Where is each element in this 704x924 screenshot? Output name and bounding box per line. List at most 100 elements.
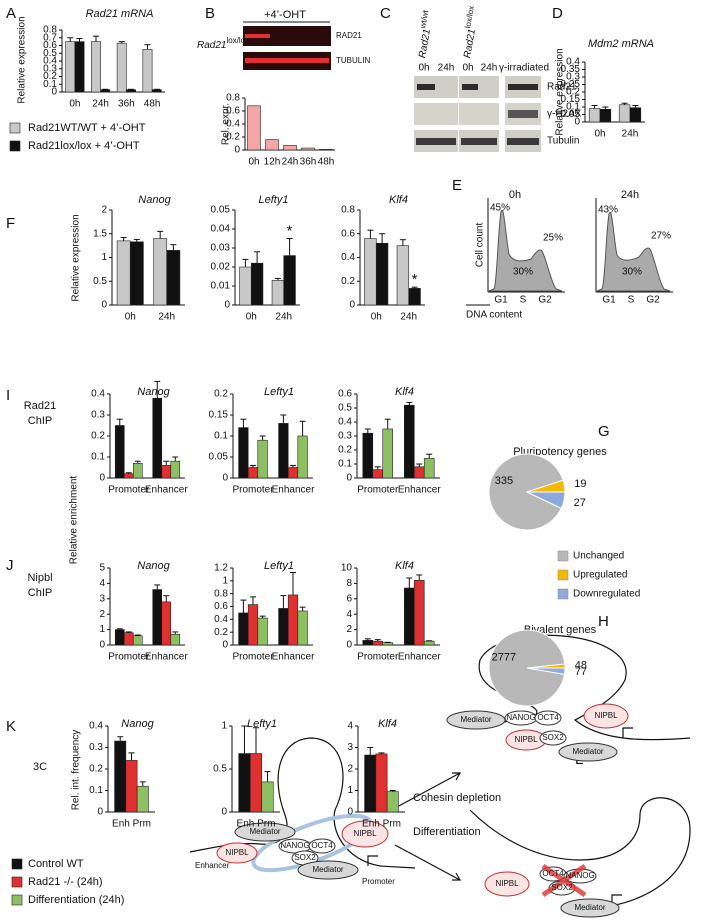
y-tick-label: 1 bbox=[347, 785, 353, 796]
protein bbox=[216, 842, 258, 864]
bar bbox=[261, 781, 274, 813]
bar bbox=[166, 250, 181, 306]
dna bbox=[189, 737, 416, 869]
y-tick-label: 0.2 bbox=[91, 431, 105, 442]
y-tick-label: 0.4 bbox=[91, 389, 105, 400]
slice-label: 48 bbox=[575, 659, 587, 671]
protein-label: OCT4 bbox=[537, 713, 559, 722]
bar bbox=[123, 632, 134, 646]
y-tick-label: 0 bbox=[51, 87, 57, 98]
bar bbox=[247, 105, 261, 151]
region-label: Enhancer bbox=[195, 861, 230, 870]
bar bbox=[247, 604, 259, 646]
row-label: Rad21 bbox=[24, 400, 56, 412]
phase-label: G1 bbox=[494, 295, 508, 306]
y-tick-label: 0 bbox=[97, 807, 103, 818]
bar bbox=[116, 42, 127, 93]
bar bbox=[362, 640, 374, 646]
y-tick-label: 0.02 bbox=[211, 262, 231, 273]
x-tick-label: 24h bbox=[400, 312, 417, 323]
y-tick-label: 2 bbox=[347, 764, 353, 775]
y-tick-label: 2 bbox=[346, 624, 352, 635]
bar bbox=[151, 89, 162, 93]
bar bbox=[287, 467, 299, 479]
x-tick-label: 48h bbox=[144, 99, 161, 110]
y-axis-label: Relative expression bbox=[555, 48, 566, 135]
bar bbox=[91, 41, 101, 93]
x-tick-label: 48h bbox=[318, 157, 335, 168]
chart-title: Klf4 bbox=[395, 560, 414, 572]
y-tick-label: 0.4 bbox=[43, 56, 57, 67]
y-tick-label: 0.8 bbox=[43, 25, 57, 36]
y-tick-label: 0.5 bbox=[93, 276, 107, 287]
legend-label: Control WT bbox=[28, 858, 84, 870]
y-tick-label: 0.5 bbox=[213, 764, 227, 775]
bar bbox=[152, 397, 163, 479]
y-tick-label: 0.4 bbox=[341, 252, 355, 263]
protein-label: Mediator bbox=[574, 903, 605, 912]
plot-title: 24h bbox=[621, 189, 639, 201]
legend-label: Rad21 -/- (24h) bbox=[28, 876, 103, 888]
panel-letter: H bbox=[598, 613, 609, 630]
x-tick-label: 0h bbox=[371, 312, 382, 323]
band-label: γ-H2AX bbox=[547, 109, 582, 120]
y-tick-label: 0.25 bbox=[561, 79, 581, 90]
y-tick-label: 0.2 bbox=[338, 445, 352, 456]
bar bbox=[161, 601, 172, 646]
x-tick-label: Promoter bbox=[232, 652, 274, 663]
x-tick-label: Enhancer bbox=[398, 652, 441, 663]
arrow bbox=[394, 844, 461, 881]
y-tick-label: 3 bbox=[347, 742, 353, 753]
bar bbox=[249, 753, 263, 813]
x-tick-label: 24h bbox=[92, 99, 109, 110]
bar bbox=[404, 587, 415, 646]
phase-label: S bbox=[520, 295, 527, 306]
y-tick-label: 0.4 bbox=[338, 417, 352, 428]
chart-title: Lefty1 bbox=[264, 560, 294, 572]
peak-label: 25% bbox=[543, 233, 563, 244]
peak-label: 30% bbox=[513, 267, 533, 278]
bar bbox=[114, 740, 127, 813]
panel-letter: J bbox=[6, 557, 14, 574]
axis-label: Cell count bbox=[475, 223, 486, 268]
blot-signal bbox=[462, 84, 478, 90]
y-tick-label: 1 bbox=[221, 721, 227, 732]
x-tick-label: Enh Prm bbox=[362, 819, 401, 830]
blot-signal bbox=[245, 34, 270, 38]
bar bbox=[287, 594, 299, 646]
protein bbox=[446, 710, 506, 730]
axis-label: DNA content bbox=[466, 310, 522, 321]
pie-slice bbox=[526, 491, 566, 510]
legend-swatch bbox=[9, 140, 21, 152]
blot-signal bbox=[508, 110, 538, 118]
y-tick-label: 0.8 bbox=[214, 588, 228, 599]
chart-title: Rad21 mRNA bbox=[86, 8, 154, 20]
y-tick-label: 10 bbox=[341, 563, 353, 574]
bar bbox=[364, 238, 377, 306]
x-tick-label: Promoter bbox=[357, 485, 399, 496]
x-tick-label: 36h bbox=[300, 157, 317, 168]
arrow-label: Cohesin depletion bbox=[413, 792, 501, 804]
protein-label: OCT4 bbox=[542, 869, 564, 878]
y-tick-label: 0.8 bbox=[226, 93, 240, 104]
proteins bbox=[216, 703, 629, 918]
bar bbox=[170, 633, 181, 646]
bar bbox=[238, 612, 249, 646]
y-tick-label: 4 bbox=[346, 609, 352, 620]
control-label: γ-irradiated bbox=[499, 63, 549, 74]
band-label: Rad21 bbox=[547, 82, 577, 93]
arrow-label: Differentiation bbox=[413, 826, 481, 838]
protein bbox=[534, 710, 562, 726]
bar bbox=[74, 41, 85, 93]
phase-label: G2 bbox=[538, 295, 552, 306]
bar bbox=[423, 640, 435, 646]
band-label: RAD21 bbox=[336, 31, 362, 40]
y-tick-label: 0.3 bbox=[43, 63, 57, 74]
panel-letter: G bbox=[598, 423, 610, 440]
chart-title: Klf4 bbox=[395, 386, 414, 398]
bar bbox=[247, 467, 259, 479]
y-tick-label: 0.6 bbox=[338, 389, 352, 400]
bar bbox=[129, 241, 144, 306]
